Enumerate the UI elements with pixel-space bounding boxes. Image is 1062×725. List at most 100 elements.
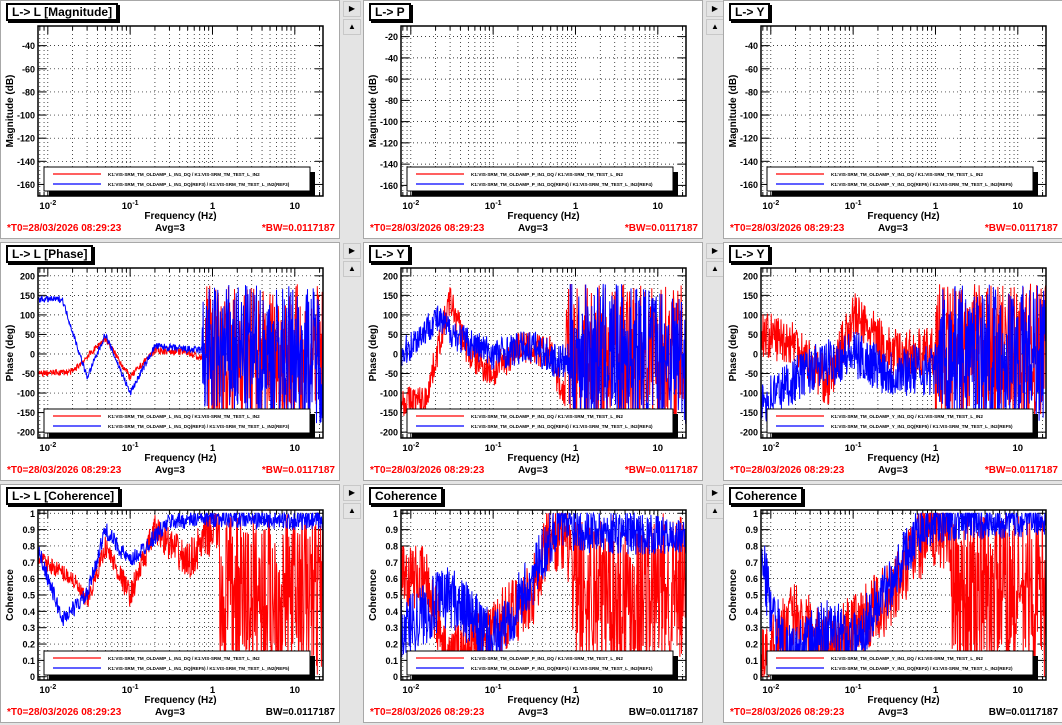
y-tick-label: 0.5 (385, 591, 398, 601)
t0-label: *T0=28/03/2026 08:29:23 (7, 707, 122, 718)
y-tick-label: -200 (380, 428, 398, 438)
t0-label: *T0=28/03/2026 08:29:23 (7, 223, 122, 234)
avg-label: Avg=3 (878, 707, 908, 718)
plot-panel: 1 0.9 0.8 0.7 0.6 0.5 0.4 0.3 0.2 0.1 0 K1:VIS-SRM_… (0, 484, 340, 723)
y-tick-label: -50 (22, 369, 35, 379)
options-collapse-button[interactable]: ▲ (706, 261, 724, 277)
x-tick-label: 10 (290, 443, 301, 454)
options-collapse-button[interactable]: ▲ (343, 503, 361, 519)
x-tick-label: 10-2 (402, 442, 419, 454)
x-axis-label: Frequency (Hz) (507, 695, 579, 706)
legend-entry: K1:VIS-SRM_TM_OLDAMP_P_IN1_DQ / K1:VIS-S… (471, 414, 623, 419)
x-axis-label: Frequency (Hz) (144, 211, 216, 222)
bw-label: BW=0.0117187 (988, 707, 1058, 718)
y-tick-label: 0.2 (745, 640, 758, 650)
x-tick-label: 10-2 (762, 684, 779, 696)
y-tick-label: 0 (393, 349, 398, 359)
x-tick-label: 10-2 (39, 684, 56, 696)
legend-entry: K1:VIS-SRM_TM_OLDAMP_Y_IN1_DQ / K1:VIS-S… (831, 414, 983, 419)
y-tick-label: -100 (380, 117, 398, 127)
x-tick-label: 10 (1013, 685, 1024, 696)
trace-reference (38, 511, 323, 627)
legend-entry: K1:VIS-SRM_TM_OLDAMP_Y_IN1_DQ / K1:VIS-S… (831, 172, 983, 177)
legend-entry: K1:VIS-SRM_TM_OLDAMP_P_IN1_DQ(REF4) / K1… (471, 424, 653, 429)
plot-svg: -40 -60 -80 -100 -120 -140 -160 K1:VIS-SRM_TM_O… (5, 25, 324, 222)
bw-label: BW=0.0117187 (628, 707, 698, 718)
y-tick-label: -100 (17, 111, 35, 121)
y-tick-label: -20 (385, 32, 398, 42)
plot-title[interactable]: L-> Y (369, 245, 411, 263)
plot-panel: 1 0.9 0.8 0.7 0.6 0.5 0.4 0.3 0.2 0.1 0 K1:VIS-SRM_… (363, 484, 703, 723)
options-expand-button[interactable]: ▶ (343, 243, 361, 259)
t0-label: *T0=28/03/2026 08:29:23 (730, 707, 845, 718)
y-tick-label: 100 (383, 310, 398, 320)
x-axis-label: Frequency (Hz) (507, 453, 579, 464)
y-tick-label: 100 (743, 310, 758, 320)
x-tick-label: 10 (1013, 201, 1024, 212)
plot-panel: 200 150 100 50 0 -50 -100 -150 -200 K1:VIS-SRM_TM… (363, 242, 703, 481)
y-tick-label: -60 (745, 64, 758, 74)
x-tick-label: 10 (1013, 443, 1024, 454)
y-axis-label: Coherence (728, 569, 739, 621)
legend: K1:VIS-SRM_TM_OLDAMP_L_IN1_DQ / K1:VIS-S… (43, 650, 315, 680)
options-collapse-button[interactable]: ▲ (706, 503, 724, 519)
y-tick-label: -80 (745, 87, 758, 97)
legend: K1:VIS-SRM_TM_OLDAMP_L_IN1_DQ / K1:VIS-S… (43, 408, 315, 438)
t0-label: *T0=28/03/2026 08:29:23 (370, 465, 485, 476)
t0-label: *T0=28/03/2026 08:29:23 (730, 465, 845, 476)
y-axis-label: Phase (deg) (5, 325, 16, 382)
options-expand-button[interactable]: ▶ (706, 485, 724, 501)
y-tick-label: 0.3 (745, 623, 758, 633)
y-tick-label: -100 (740, 111, 758, 121)
options-expand-button[interactable]: ▶ (343, 485, 361, 501)
options-collapse-button[interactable]: ▲ (706, 19, 724, 35)
plot-title[interactable]: L-> L [Coherence] (6, 487, 121, 505)
y-tick-label: 0.3 (385, 623, 398, 633)
x-tick-label: 1 (210, 201, 216, 212)
y-tick-label: 0.3 (22, 623, 35, 633)
legend: K1:VIS-SRM_TM_OLDAMP_P_IN1_DQ / K1:VIS-S… (406, 650, 678, 680)
x-tick-label: 1 (210, 685, 216, 696)
y-tick-label: 0.4 (385, 607, 398, 617)
avg-label: Avg=3 (878, 223, 908, 234)
x-tick-label: 10-1 (485, 442, 502, 454)
y-tick-label: -120 (740, 134, 758, 144)
y-tick-label: -120 (17, 134, 35, 144)
legend-entry: K1:VIS-SRM_TM_OLDAMP_Y_IN1_DQ(REF2) / K1… (831, 666, 1013, 671)
y-axis-label: Coherence (5, 569, 16, 621)
options-expand-button[interactable]: ▶ (706, 1, 724, 17)
y-tick-label: 1 (393, 509, 398, 519)
plot-title[interactable]: L-> Y (729, 3, 771, 21)
y-axis-label: Phase (deg) (368, 325, 379, 382)
y-tick-label: 0 (30, 672, 35, 682)
plot-title[interactable]: L-> L [Phase] (6, 245, 94, 263)
options-collapse-button[interactable]: ▲ (343, 19, 361, 35)
options-collapse-button[interactable]: ▲ (343, 261, 361, 277)
plot-title[interactable]: L-> P (369, 3, 411, 21)
x-tick-label: 1 (933, 201, 939, 212)
legend-entry: K1:VIS-SRM_TM_OLDAMP_L_IN1_DQ / K1:VIS-S… (108, 172, 260, 177)
bw-label: BW=0.0117187 (265, 707, 335, 718)
y-tick-label: 0 (753, 672, 758, 682)
plot-title[interactable]: Coherence (369, 487, 444, 505)
trace-reference (761, 511, 1046, 678)
legend-entry: K1:VIS-SRM_TM_OLDAMP_P_IN1_DQ / K1:VIS-S… (471, 656, 623, 661)
x-tick-label: 10-1 (845, 200, 862, 212)
y-tick-label: -60 (385, 75, 398, 85)
y-tick-label: 0 (753, 349, 758, 359)
x-tick-label: 10-2 (402, 684, 419, 696)
y-tick-label: 100 (20, 310, 35, 320)
x-tick-label: 1 (573, 685, 579, 696)
options-expand-button[interactable]: ▶ (706, 243, 724, 259)
legend: K1:VIS-SRM_TM_OLDAMP_Y_IN1_DQ / K1:VIS-S… (766, 166, 1038, 196)
x-tick-label: 10-1 (485, 200, 502, 212)
y-tick-label: 0.8 (22, 541, 35, 551)
options-expand-button[interactable]: ▶ (343, 1, 361, 17)
plot-title[interactable]: L-> L [Magnitude] (6, 3, 119, 21)
y-tick-label: 150 (743, 291, 758, 301)
t0-label: *T0=28/03/2026 08:29:23 (730, 223, 845, 234)
y-tick-label: 1 (30, 509, 35, 519)
plot-title[interactable]: L-> Y (729, 245, 771, 263)
plot-title[interactable]: Coherence (729, 487, 804, 505)
x-tick-label: 10-2 (39, 200, 56, 212)
